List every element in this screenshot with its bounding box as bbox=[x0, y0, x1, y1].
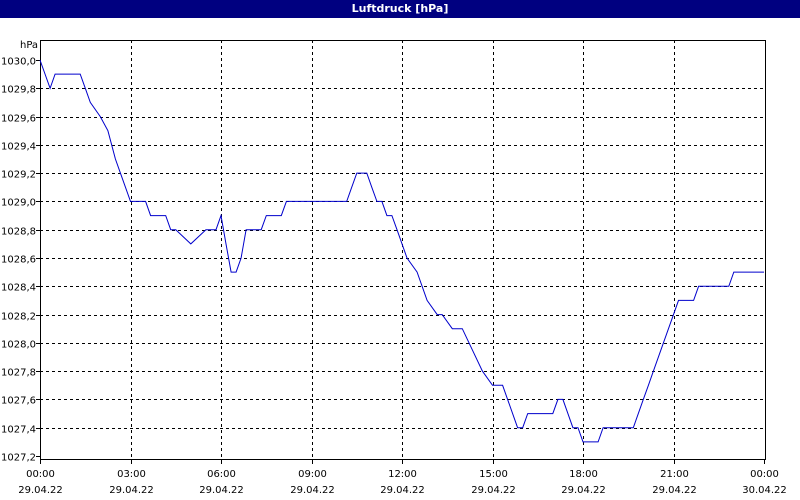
y-axis-unit-label: hPa bbox=[20, 40, 38, 51]
x-tick-date-label: 29.04.22 bbox=[109, 485, 154, 496]
y-tick-label: 1028,6 bbox=[1, 255, 36, 266]
y-tick-label: 1027,8 bbox=[1, 368, 36, 379]
x-tick-date-label: 29.04.22 bbox=[380, 485, 425, 496]
x-tick-time-label: 18:00 bbox=[569, 469, 598, 480]
x-tick-date-label: 29.04.22 bbox=[18, 485, 63, 496]
y-tick-label: 1029,0 bbox=[1, 198, 36, 209]
y-tick-label: 1028,0 bbox=[1, 340, 36, 351]
y-tick-label: 1029,8 bbox=[1, 85, 36, 96]
x-tick-time-label: 21:00 bbox=[660, 469, 689, 480]
x-tick-date-label: 29.04.22 bbox=[290, 485, 335, 496]
y-tick-label: 1027,4 bbox=[1, 425, 36, 436]
y-axis: 1030,0 1029,8 1029,6 1029,4 1029,2 1029,0 1028… bbox=[1, 57, 40, 464]
y-tick-label: 1027,6 bbox=[1, 396, 36, 407]
y-tick-label: 1028,2 bbox=[1, 312, 36, 323]
y-tick-label: 1027,2 bbox=[1, 453, 36, 464]
x-tick-time-label: 03:00 bbox=[117, 469, 146, 480]
x-tick-time-label: 00:00 bbox=[26, 469, 55, 480]
series-line bbox=[39, 59, 764, 443]
x-tick-date-label: 29.04.22 bbox=[561, 485, 606, 496]
y-tick-label: 1029,6 bbox=[1, 114, 36, 125]
y-tick-label: 1028,8 bbox=[1, 227, 36, 238]
y-tick-label: 1030,0 bbox=[1, 57, 36, 68]
x-axis: 00:00 29.04.22 03:00 29.04.22 06:00 29.04.22 0… bbox=[18, 459, 787, 496]
y-tick-label: 1029,2 bbox=[1, 170, 36, 181]
x-tick-date-label: 29.04.22 bbox=[652, 485, 697, 496]
x-tick-date-label: 29.04.22 bbox=[199, 485, 244, 496]
x-tick-date-label: 29.04.22 bbox=[471, 485, 516, 496]
y-tick-label: 1028,4 bbox=[1, 283, 36, 294]
chart-title: Luftdruck [hPa] bbox=[0, 0, 800, 18]
x-tick-time-label: 00:00 bbox=[750, 469, 779, 480]
x-tick-time-label: 06:00 bbox=[207, 469, 236, 480]
series-group bbox=[39, 59, 764, 443]
x-tick-time-label: 09:00 bbox=[298, 469, 327, 480]
y-tick-label: 1029,4 bbox=[1, 142, 36, 153]
x-tick-time-label: 15:00 bbox=[479, 469, 508, 480]
x-tick-date-label: 30.04.22 bbox=[742, 485, 787, 496]
x-tick-time-label: 12:00 bbox=[388, 469, 417, 480]
grid-lines bbox=[40, 40, 764, 459]
